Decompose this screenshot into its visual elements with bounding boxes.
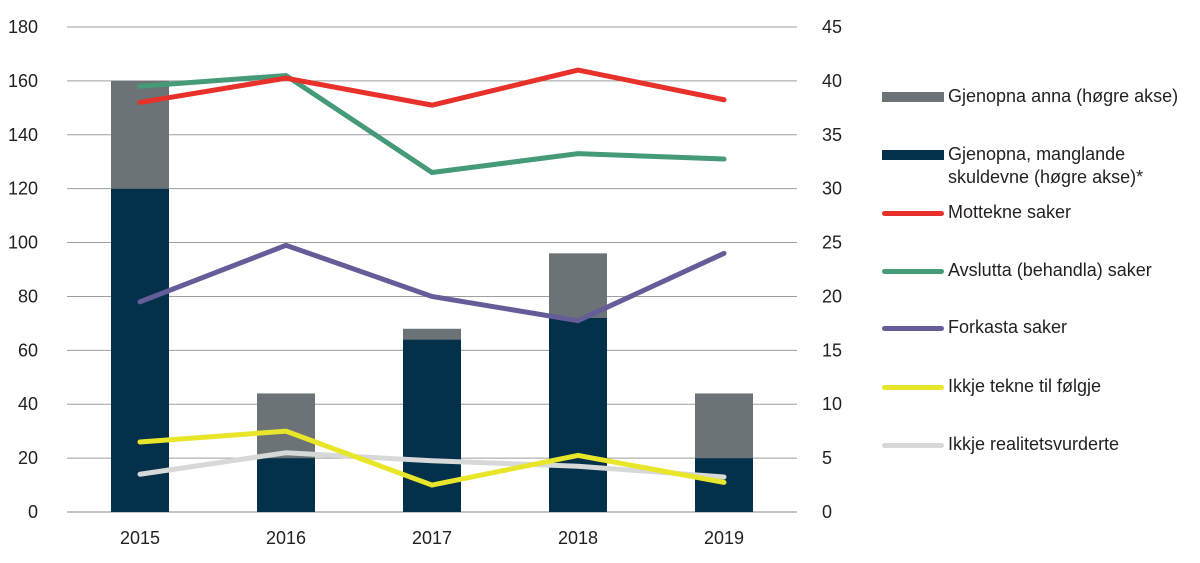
legend-item-mottekne: Mottekne saker: [882, 201, 1198, 224]
right-tick-label: 30: [822, 179, 842, 199]
legend-swatch-forkasta: [882, 326, 944, 331]
right-tick-label: 25: [822, 233, 842, 253]
right-tick-label: 45: [822, 17, 842, 37]
legend-swatch-ikkje-tekne: [882, 385, 944, 390]
legend-item-gjenopna-anna: Gjenopna anna (høgre akse): [882, 85, 1198, 108]
left-tick-label: 20: [18, 448, 38, 468]
x-tick-label: 2017: [412, 528, 452, 548]
right-tick-label: 40: [822, 71, 842, 91]
x-axis: 2015 2016 2017 2018 2019: [120, 528, 744, 548]
left-tick-label: 140: [8, 125, 38, 145]
legend-swatch-avslutta: [882, 269, 944, 274]
legend-label: Mottekne saker: [948, 202, 1072, 222]
lines: [137, 67, 727, 488]
legend-swatch-gjenopna-skuldevne: [882, 150, 944, 160]
legend-label: Forkasta saker: [948, 317, 1068, 337]
x-tick-label: 2018: [558, 528, 598, 548]
right-tick-label: 5: [822, 448, 832, 468]
x-tick-label: 2019: [704, 528, 744, 548]
left-tick-label: 100: [8, 233, 38, 253]
legend-swatch-gjenopna-anna: [882, 92, 944, 102]
x-tick-label: 2015: [120, 528, 160, 548]
bar-gjenopna-skuldevne-2019: [695, 458, 753, 512]
left-tick-label: 160: [8, 71, 38, 91]
legend-item-gjenopna-skuldevne: Gjenopna, manglande skuldevne (høgre aks…: [882, 143, 1163, 189]
legend-label: Ikkje realitetsvurderte: [948, 434, 1120, 454]
left-axis: 0 20 40 60 80 100 120 140 160 180: [8, 17, 38, 522]
legend-swatch-ikkje-realitetsvurderte: [882, 443, 944, 448]
left-tick-label: 40: [18, 394, 38, 414]
bar-gjenopna-anna-2017: [403, 328, 461, 340]
legend-label: Avslutta (behandla) saker: [948, 260, 1152, 280]
left-tick-label: 60: [18, 340, 38, 360]
legend-label: Gjenopna anna (høgre akse): [948, 86, 1179, 106]
left-tick-label: 120: [8, 179, 38, 199]
legend-label: Ikkje tekne til følgje: [948, 376, 1102, 396]
legend-item-forkasta: Forkasta saker: [882, 316, 1198, 339]
right-tick-label: 0: [822, 502, 832, 522]
legend: Gjenopna anna (høgre akse) Gjenopna, man…: [882, 0, 1200, 563]
legend-swatch-mottekne: [882, 211, 944, 216]
legend-item-ikkje-realitetsvurderte: Ikkje realitetsvurderte: [882, 433, 1198, 456]
x-tick-label: 2016: [266, 528, 306, 548]
right-axis: 0 5 10 15 20 25 30 35 40 45: [822, 17, 842, 522]
line-mottekne: [137, 67, 727, 108]
left-tick-label: 0: [28, 502, 38, 522]
right-tick-label: 20: [822, 286, 842, 306]
right-tick-label: 35: [822, 125, 842, 145]
left-tick-label: 80: [18, 286, 38, 306]
legend-item-ikkje-tekne: Ikkje tekne til følgje: [882, 375, 1198, 398]
bar-gjenopna-skuldevne-2015: [111, 188, 169, 512]
bar-gjenopna-skuldevne-2018: [549, 318, 607, 512]
line-forkasta: [137, 242, 727, 324]
left-tick-label: 180: [8, 17, 38, 37]
bar-gjenopna-anna-2019: [695, 393, 753, 459]
bar-gjenopna-anna-2016: [257, 393, 315, 459]
bar-gjenopna-anna-2018: [549, 253, 607, 318]
bar-gjenopna-skuldevne-2016: [257, 458, 315, 512]
bars: [111, 80, 753, 512]
right-tick-label: 10: [822, 394, 842, 414]
legend-item-avslutta: Avslutta (behandla) saker: [882, 259, 1198, 282]
legend-label: Gjenopna, manglande skuldevne (høgre aks…: [948, 144, 1144, 187]
right-tick-label: 15: [822, 340, 842, 360]
